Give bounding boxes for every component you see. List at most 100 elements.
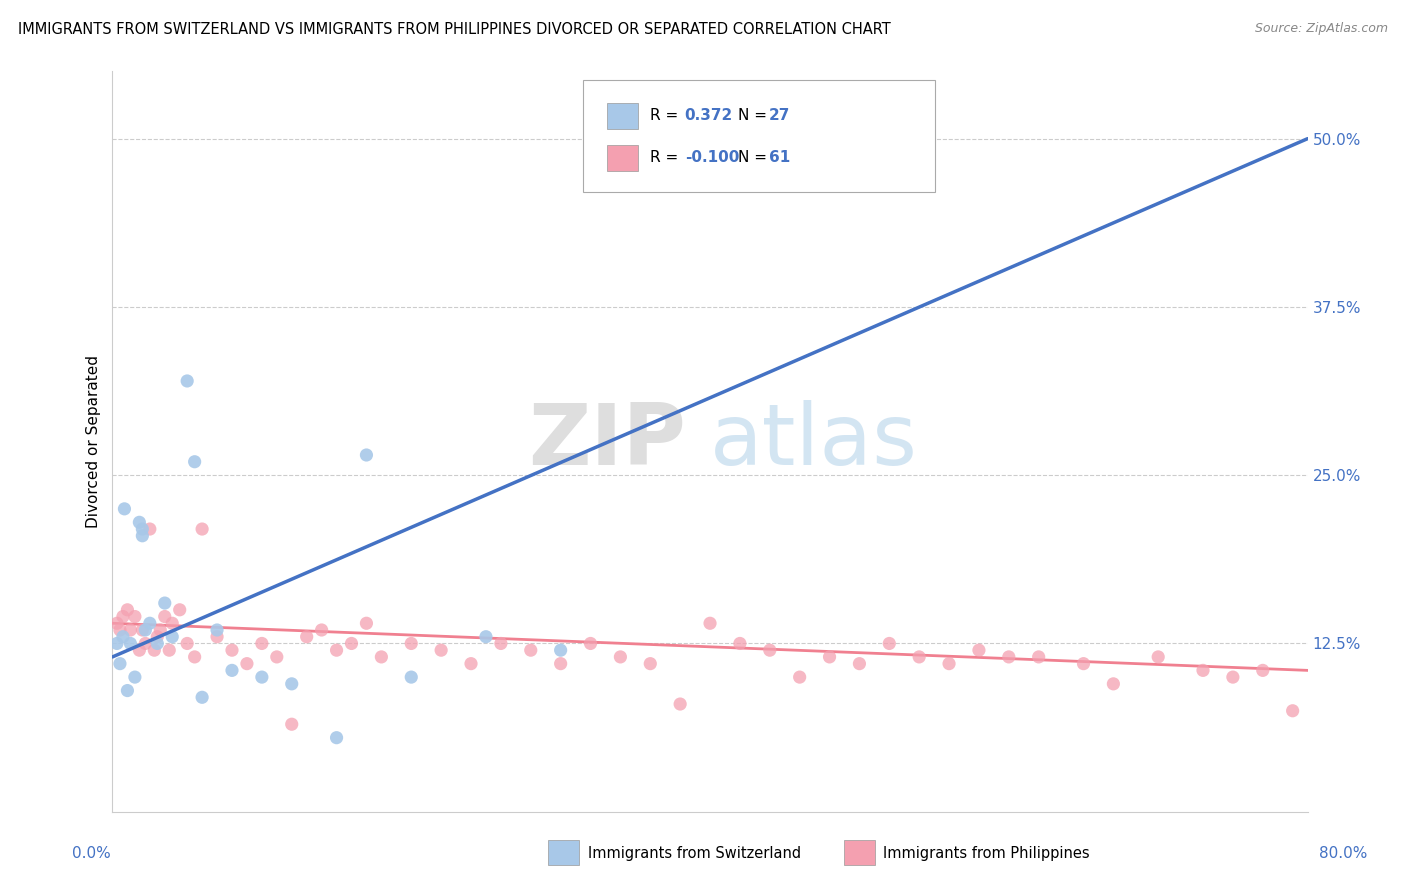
Point <box>520 643 543 657</box>
Point <box>325 731 347 745</box>
Point <box>139 616 162 631</box>
Point <box>967 643 990 657</box>
Point <box>1281 704 1303 718</box>
Text: IMMIGRANTS FROM SWITZERLAND VS IMMIGRANTS FROM PHILIPPINES DIVORCED OR SEPARATED: IMMIGRANTS FROM SWITZERLAND VS IMMIGRANT… <box>18 22 891 37</box>
Point <box>908 649 931 664</box>
Point <box>183 649 205 664</box>
Point <box>108 657 131 671</box>
Point <box>146 630 169 644</box>
Point <box>1147 649 1170 664</box>
Point <box>728 636 751 650</box>
Point <box>221 664 243 678</box>
Point <box>356 616 378 631</box>
Text: N =: N = <box>738 151 772 165</box>
Point <box>356 448 378 462</box>
Point <box>460 657 482 671</box>
Point <box>191 522 214 536</box>
Text: -0.100: -0.100 <box>685 151 740 165</box>
Point <box>153 609 176 624</box>
Point <box>1102 677 1125 691</box>
Text: R =: R = <box>650 151 683 165</box>
Point <box>609 649 631 664</box>
Point <box>139 522 162 536</box>
Point <box>311 623 333 637</box>
Point <box>111 630 134 644</box>
Point <box>938 657 960 671</box>
Point <box>848 657 870 671</box>
Point <box>105 636 128 650</box>
Text: 27: 27 <box>769 109 790 123</box>
Point <box>120 623 142 637</box>
Point <box>134 623 156 637</box>
Point <box>1222 670 1244 684</box>
Point <box>114 501 135 516</box>
Point <box>131 522 153 536</box>
Text: N =: N = <box>738 109 772 123</box>
Point <box>143 643 166 657</box>
Point <box>162 630 183 644</box>
Point <box>128 643 150 657</box>
Point <box>879 636 901 650</box>
Point <box>325 643 347 657</box>
Point <box>550 657 572 671</box>
Point <box>759 643 782 657</box>
Text: Immigrants from Philippines: Immigrants from Philippines <box>883 847 1090 861</box>
Point <box>221 643 243 657</box>
Point <box>149 623 172 637</box>
Point <box>176 374 198 388</box>
Point <box>162 616 183 631</box>
Point <box>489 636 512 650</box>
Point <box>1028 649 1050 664</box>
Point <box>176 636 198 650</box>
Text: ZIP: ZIP <box>529 400 686 483</box>
Point <box>281 677 304 691</box>
Text: 0.372: 0.372 <box>685 109 733 123</box>
Text: 61: 61 <box>769 151 790 165</box>
Point <box>1192 664 1215 678</box>
Text: 80.0%: 80.0% <box>1319 847 1367 861</box>
Point <box>789 670 811 684</box>
Point <box>117 683 139 698</box>
Text: 0.0%: 0.0% <box>72 847 111 861</box>
Point <box>205 623 228 637</box>
Text: atlas: atlas <box>710 400 918 483</box>
Point <box>475 630 498 644</box>
Point <box>117 603 139 617</box>
Point <box>131 529 153 543</box>
Point <box>169 603 191 617</box>
Point <box>108 623 131 637</box>
Point <box>640 657 662 671</box>
Point <box>266 649 288 664</box>
Point <box>699 616 721 631</box>
Point <box>1251 664 1274 678</box>
Point <box>153 596 176 610</box>
Point <box>146 636 169 650</box>
Point <box>579 636 602 650</box>
Point <box>250 636 273 650</box>
Point <box>250 670 273 684</box>
Point <box>128 516 150 530</box>
Point <box>124 609 146 624</box>
Point <box>111 609 134 624</box>
Point <box>998 649 1021 664</box>
Text: R =: R = <box>650 109 683 123</box>
Point <box>550 643 572 657</box>
Point <box>120 636 142 650</box>
Point <box>191 690 214 705</box>
Point <box>124 670 146 684</box>
Point <box>131 623 153 637</box>
Point <box>205 630 228 644</box>
Point <box>157 643 180 657</box>
Point <box>370 649 392 664</box>
Point <box>281 717 304 731</box>
Point <box>1073 657 1095 671</box>
Point <box>183 455 205 469</box>
Point <box>134 636 156 650</box>
Y-axis label: Divorced or Separated: Divorced or Separated <box>86 355 101 528</box>
Point <box>236 657 259 671</box>
Point <box>295 630 318 644</box>
Point <box>105 616 128 631</box>
Text: Immigrants from Switzerland: Immigrants from Switzerland <box>588 847 801 861</box>
Point <box>430 643 453 657</box>
Point <box>818 649 841 664</box>
